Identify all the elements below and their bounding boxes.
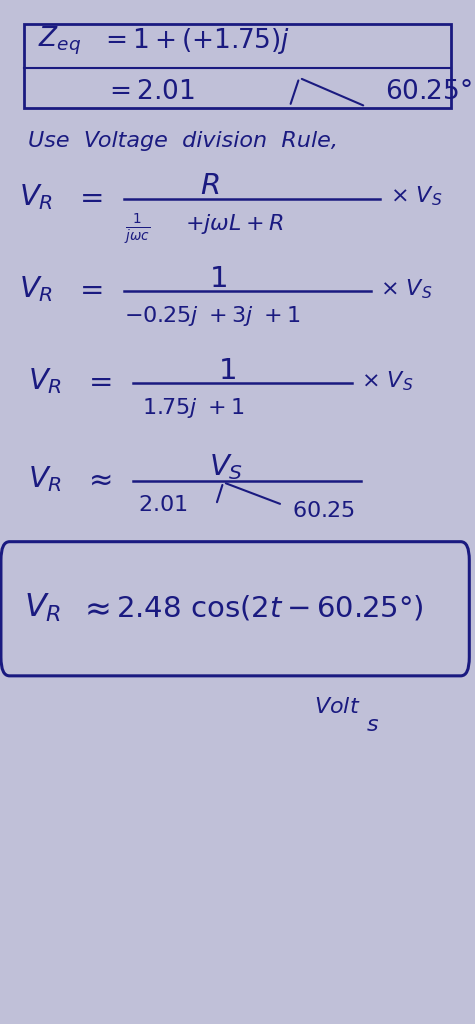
Text: $60.25°$: $60.25°$ xyxy=(385,79,471,105)
Text: $V_R$: $V_R$ xyxy=(19,273,53,304)
Text: $=$: $=$ xyxy=(74,182,103,211)
Text: $V_R$: $V_R$ xyxy=(24,592,61,625)
Text: $Volt$: $Volt$ xyxy=(314,696,360,717)
Text: $\times\ V_S$: $\times\ V_S$ xyxy=(380,276,432,301)
Text: $2.01$: $2.01$ xyxy=(138,495,187,515)
Text: $V_S$: $V_S$ xyxy=(209,452,243,482)
Text: $1$: $1$ xyxy=(209,264,227,293)
Text: $=$: $=$ xyxy=(83,367,112,395)
Text: $\frac{1}{j\omega c}$: $\frac{1}{j\omega c}$ xyxy=(124,212,150,246)
Text: $R$: $R$ xyxy=(200,172,219,201)
Text: $\approx$: $\approx$ xyxy=(78,593,110,624)
Text: $= 2.01$: $= 2.01$ xyxy=(104,79,195,105)
Text: $V_R$: $V_R$ xyxy=(28,464,63,495)
Text: $2.48\ \mathregular{cos}(2t - 60.25°)$: $2.48\ \mathregular{cos}(2t - 60.25°)$ xyxy=(116,594,424,623)
Text: $=$: $=$ xyxy=(74,274,103,303)
Text: $-0.25j\ +3j\ +1$: $-0.25j\ +3j\ +1$ xyxy=(124,304,300,328)
Text: $\approx$: $\approx$ xyxy=(83,465,112,494)
Text: $V_R$: $V_R$ xyxy=(28,366,63,396)
Text: $60.25$: $60.25$ xyxy=(292,501,355,521)
Text: $Z_{eq}$: $Z_{eq}$ xyxy=(38,25,81,57)
Text: $V_R$: $V_R$ xyxy=(19,181,53,212)
Bar xyxy=(24,24,451,108)
Text: $\times\ V_S$: $\times\ V_S$ xyxy=(390,184,442,209)
Text: Use  Voltage  division  Rule,: Use Voltage division Rule, xyxy=(28,131,339,152)
Text: $= 1 + (+1.75)j$: $= 1 + (+1.75)j$ xyxy=(100,26,290,56)
Text: $s$: $s$ xyxy=(366,715,379,735)
Text: $1$: $1$ xyxy=(218,356,237,385)
Text: $1.75j\ +1$: $1.75j\ +1$ xyxy=(142,396,245,420)
Text: $+j\omega L+R$: $+j\omega L+R$ xyxy=(185,212,284,236)
Text: $\times\ V_S$: $\times\ V_S$ xyxy=(361,369,413,393)
